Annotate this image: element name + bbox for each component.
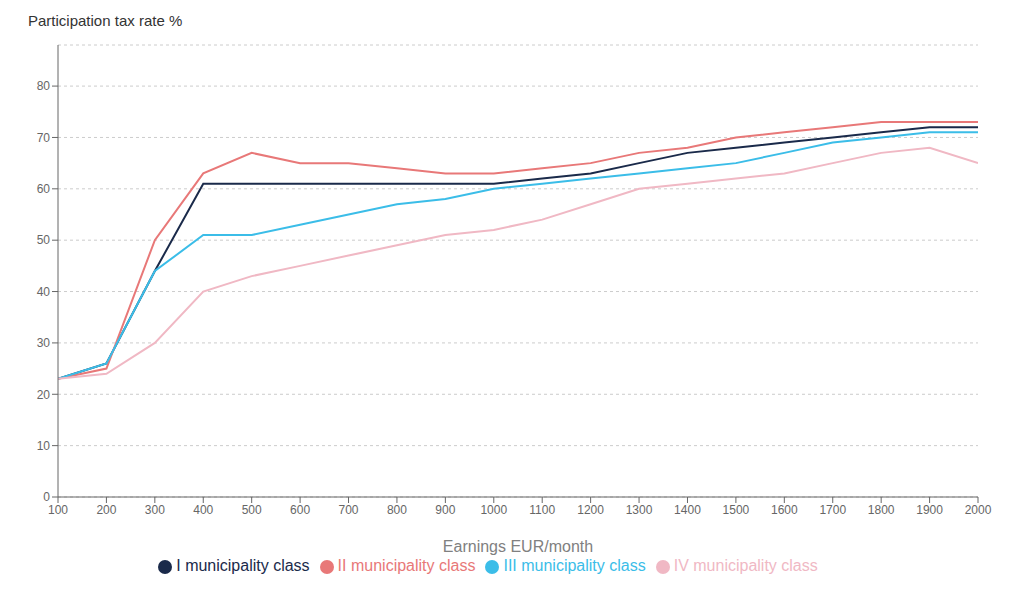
- html-text:Participation tax rate %: Participation tax rate %: [28, 12, 183, 29]
- svg-text:70: 70: [37, 131, 51, 145]
- svg-text:80: 80: [37, 79, 51, 93]
- html-text:IV municipality class: IV municipality class: [673, 557, 818, 574]
- svg-text:700: 700: [339, 503, 359, 517]
- svg-text:50: 50: [37, 233, 51, 247]
- svg-text:2000: 2000: [965, 503, 992, 517]
- html-text:I municipality class: I municipality class: [176, 557, 310, 574]
- svg-text:1100: 1100: [529, 503, 555, 517]
- svg-text:30: 30: [37, 336, 51, 350]
- svg-text:100: 100: [48, 503, 68, 517]
- svg-text:1900: 1900: [916, 503, 943, 517]
- svg-text:1500: 1500: [723, 503, 750, 517]
- html-text:III municipality class: III municipality class: [503, 557, 646, 574]
- svg-text:200: 200: [96, 503, 116, 517]
- svg-text:300: 300: [145, 503, 165, 517]
- svg-text:900: 900: [435, 503, 455, 517]
- svg-text:1600: 1600: [771, 503, 798, 517]
- svg-text:40: 40: [37, 285, 51, 299]
- svg-text:1200: 1200: [577, 503, 604, 517]
- svg-text:1400: 1400: [674, 503, 701, 517]
- svg-text:1300: 1300: [626, 503, 653, 517]
- svg-text:1700: 1700: [819, 503, 846, 517]
- svg-text:600: 600: [290, 503, 310, 517]
- svg-text:0: 0: [43, 490, 50, 504]
- svg-text:400: 400: [193, 503, 213, 517]
- svg-text:800: 800: [387, 503, 407, 517]
- svg-text:1000: 1000: [480, 503, 507, 517]
- html-text:II municipality class: II municipality class: [337, 557, 476, 574]
- svg-text:20: 20: [37, 388, 51, 402]
- svg-text:60: 60: [37, 182, 51, 196]
- svg-text:Earnings EUR/month: Earnings EUR/month: [443, 538, 593, 555]
- svg-text:10: 10: [37, 439, 51, 453]
- svg-text:500: 500: [242, 503, 262, 517]
- svg-text:1800: 1800: [868, 503, 895, 517]
